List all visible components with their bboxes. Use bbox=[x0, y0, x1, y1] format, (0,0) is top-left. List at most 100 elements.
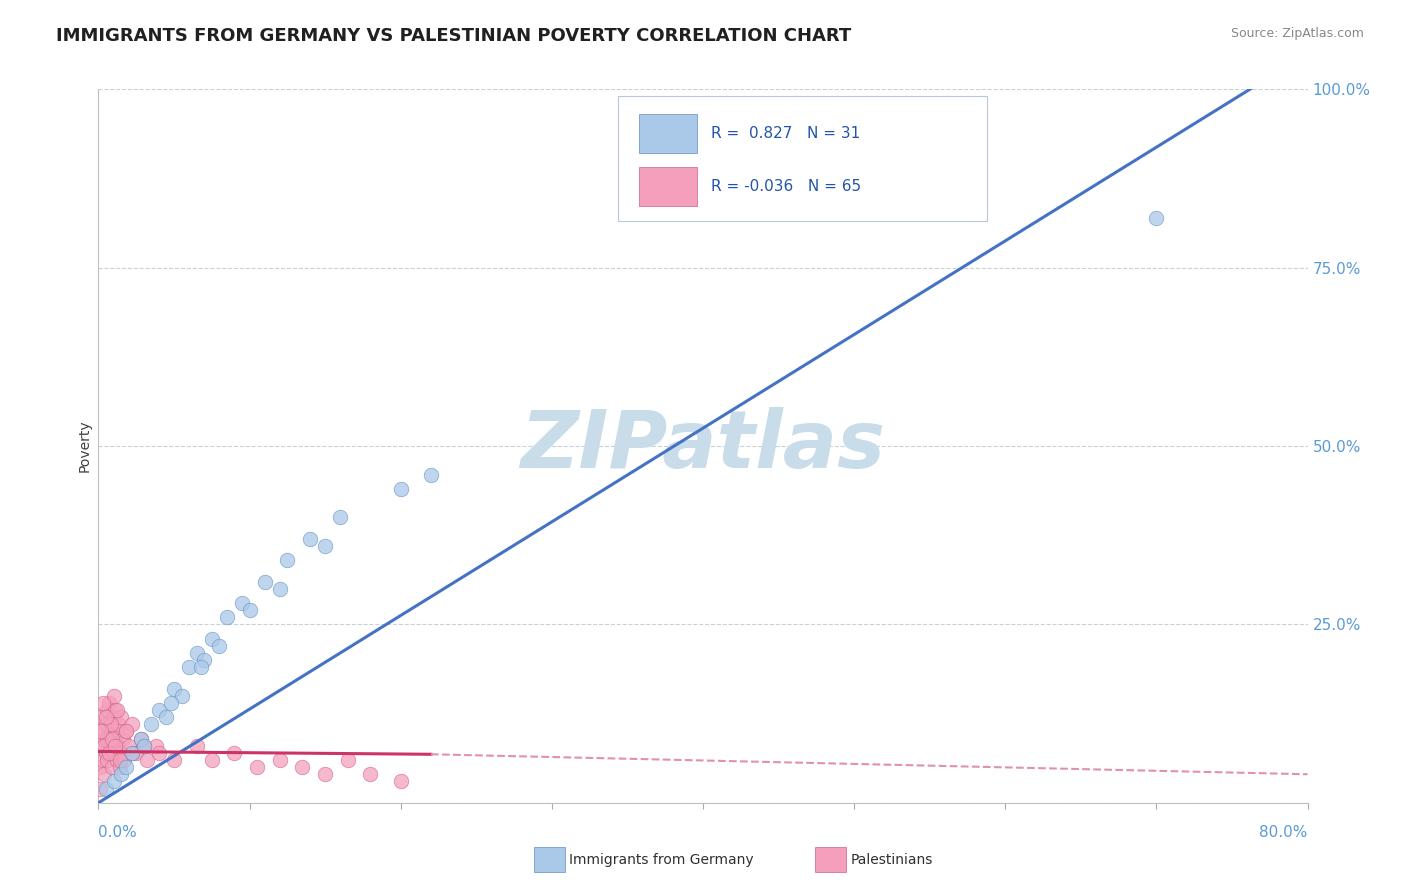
Point bbox=[163, 681, 186, 696]
Point bbox=[103, 746, 125, 760]
Point bbox=[132, 739, 155, 753]
Point bbox=[108, 753, 131, 767]
Point bbox=[253, 574, 276, 589]
Point bbox=[93, 767, 115, 781]
Point bbox=[160, 696, 183, 710]
Point bbox=[170, 689, 193, 703]
Point bbox=[100, 717, 122, 731]
Point bbox=[94, 746, 117, 760]
Point bbox=[269, 582, 291, 596]
Point bbox=[314, 539, 336, 553]
Text: R = -0.036   N = 65: R = -0.036 N = 65 bbox=[711, 178, 862, 194]
Point bbox=[360, 767, 382, 781]
Point bbox=[93, 731, 115, 746]
Point bbox=[94, 710, 117, 724]
Point bbox=[186, 739, 208, 753]
Point bbox=[121, 746, 143, 760]
Point bbox=[89, 781, 111, 796]
Point bbox=[107, 717, 129, 731]
Point bbox=[186, 646, 208, 660]
Point bbox=[114, 724, 136, 739]
Point bbox=[193, 653, 215, 667]
Point bbox=[91, 753, 114, 767]
Point bbox=[93, 739, 115, 753]
Point bbox=[100, 717, 122, 731]
Point bbox=[177, 660, 201, 674]
Text: R =  0.827   N = 31: R = 0.827 N = 31 bbox=[711, 126, 860, 141]
Point bbox=[96, 753, 118, 767]
Point bbox=[314, 767, 336, 781]
Text: IMMIGRANTS FROM GERMANY VS PALESTINIAN POVERTY CORRELATION CHART: IMMIGRANTS FROM GERMANY VS PALESTINIAN P… bbox=[56, 27, 852, 45]
Point bbox=[231, 596, 253, 610]
Point bbox=[129, 731, 152, 746]
Point bbox=[110, 746, 132, 760]
Point bbox=[329, 510, 352, 524]
Point bbox=[96, 731, 118, 746]
Point bbox=[90, 724, 112, 739]
Point bbox=[239, 603, 262, 617]
Point bbox=[103, 774, 125, 789]
Point bbox=[96, 703, 118, 717]
Point bbox=[141, 717, 163, 731]
Point bbox=[101, 760, 124, 774]
Point bbox=[269, 753, 291, 767]
Point bbox=[125, 746, 148, 760]
Point bbox=[419, 467, 441, 482]
Text: ZIPatlas: ZIPatlas bbox=[520, 407, 886, 485]
Point bbox=[111, 731, 134, 746]
Point bbox=[389, 482, 412, 496]
Point bbox=[101, 731, 124, 746]
Point bbox=[145, 739, 167, 753]
Point bbox=[90, 739, 112, 753]
Point bbox=[103, 689, 125, 703]
Point bbox=[91, 724, 114, 739]
Point bbox=[98, 696, 121, 710]
Point bbox=[224, 746, 246, 760]
Point bbox=[104, 731, 127, 746]
Point bbox=[148, 703, 170, 717]
FancyBboxPatch shape bbox=[619, 96, 987, 221]
Point bbox=[132, 739, 155, 753]
Y-axis label: Poverty: Poverty bbox=[77, 420, 91, 472]
Bar bbox=[638, 113, 697, 153]
Point bbox=[163, 753, 186, 767]
Point bbox=[110, 710, 132, 724]
Point bbox=[90, 710, 112, 724]
Point bbox=[190, 660, 212, 674]
Point bbox=[129, 731, 152, 746]
Point bbox=[89, 760, 111, 774]
Point bbox=[112, 753, 135, 767]
Text: Palestinians: Palestinians bbox=[851, 853, 934, 867]
Point bbox=[121, 746, 143, 760]
Point bbox=[101, 724, 124, 739]
Point bbox=[104, 703, 127, 717]
Point bbox=[94, 717, 117, 731]
Text: 0.0%: 0.0% bbox=[98, 825, 138, 840]
Point bbox=[148, 746, 170, 760]
Point bbox=[276, 553, 298, 567]
Point bbox=[155, 710, 177, 724]
Point bbox=[389, 774, 412, 789]
Point bbox=[291, 760, 314, 774]
Point bbox=[105, 703, 128, 717]
Point bbox=[246, 760, 269, 774]
Point bbox=[336, 753, 359, 767]
Point bbox=[110, 767, 132, 781]
Point bbox=[114, 760, 136, 774]
Point bbox=[104, 739, 127, 753]
Point bbox=[91, 696, 114, 710]
Point bbox=[105, 753, 128, 767]
Text: Source: ZipAtlas.com: Source: ZipAtlas.com bbox=[1230, 27, 1364, 40]
Point bbox=[135, 753, 157, 767]
Point bbox=[1144, 211, 1167, 225]
Point bbox=[201, 753, 224, 767]
Point bbox=[105, 724, 128, 739]
Point bbox=[121, 717, 143, 731]
Point bbox=[107, 739, 129, 753]
Text: 80.0%: 80.0% bbox=[1260, 825, 1308, 840]
Point bbox=[118, 739, 141, 753]
Point bbox=[201, 632, 224, 646]
Point bbox=[208, 639, 231, 653]
Point bbox=[100, 739, 122, 753]
Point bbox=[94, 781, 117, 796]
